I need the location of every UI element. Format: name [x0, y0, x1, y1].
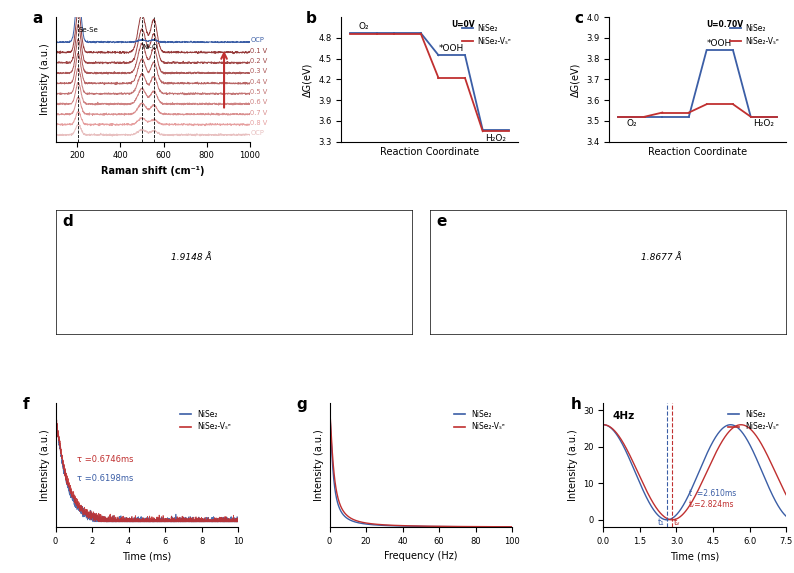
Legend: NiSe₂, NiSe₂-Vₛᵉ: NiSe₂, NiSe₂-Vₛᵉ [459, 21, 515, 49]
Legend: NiSe₂, NiSe₂-Vₛᵉ: NiSe₂, NiSe₂-Vₛᵉ [725, 407, 782, 434]
Text: a: a [33, 11, 43, 26]
Y-axis label: Intensity (a.u.): Intensity (a.u.) [40, 44, 50, 115]
Text: 0.3 V: 0.3 V [250, 68, 268, 74]
Text: 0.8 V: 0.8 V [250, 120, 268, 126]
Text: 0.5 V: 0.5 V [250, 89, 268, 95]
Legend: NiSe₂, NiSe₂-Vₛᵉ: NiSe₂, NiSe₂-Vₛᵉ [177, 407, 234, 434]
X-axis label: Time (ms): Time (ms) [670, 551, 719, 562]
Text: tᵥ: tᵥ [673, 519, 680, 527]
Text: 0.4 V: 0.4 V [250, 79, 268, 85]
Y-axis label: Intensity (a.u.): Intensity (a.u.) [40, 429, 50, 501]
Text: 1.8677 Å: 1.8677 Å [641, 253, 682, 262]
X-axis label: Reaction Coordinate: Reaction Coordinate [648, 147, 747, 157]
Text: O₂: O₂ [626, 119, 637, 128]
Text: τ =0.6746ms: τ =0.6746ms [78, 456, 134, 464]
Text: 0.6 V: 0.6 V [250, 99, 268, 105]
Text: 0.1 V: 0.1 V [250, 48, 268, 54]
Text: 1.9148 Å: 1.9148 Å [171, 253, 211, 262]
Text: Se-Se: Se-Se [79, 27, 98, 33]
Text: 0.2 V: 0.2 V [250, 58, 268, 64]
Y-axis label: Intensity (a.u.): Intensity (a.u.) [568, 429, 577, 501]
Text: tᵥ=2.824ms: tᵥ=2.824ms [688, 500, 734, 509]
X-axis label: Time (ms): Time (ms) [122, 551, 172, 562]
Text: 0.7 V: 0.7 V [250, 109, 268, 116]
Text: c: c [574, 11, 583, 26]
Text: t₁: t₁ [657, 519, 664, 527]
X-axis label: Raman shift (cm⁻¹): Raman shift (cm⁻¹) [101, 166, 205, 176]
Legend: NiSe₂, NiSe₂-Vₛᵉ: NiSe₂, NiSe₂-Vₛᵉ [727, 21, 782, 49]
Text: τ =0.6198ms: τ =0.6198ms [78, 474, 134, 482]
Text: Ni-O: Ni-O [142, 44, 157, 50]
Y-axis label: Intensity (a.u.): Intensity (a.u.) [314, 429, 324, 501]
X-axis label: Frequency (Hz): Frequency (Hz) [384, 551, 457, 562]
Text: d: d [63, 214, 74, 229]
Text: H₂O₂: H₂O₂ [485, 134, 507, 143]
Text: f: f [23, 397, 29, 411]
Y-axis label: ΔG(eV): ΔG(eV) [303, 62, 313, 97]
Y-axis label: ΔG(eV): ΔG(eV) [571, 62, 580, 97]
Text: *OOH: *OOH [439, 44, 464, 53]
Text: e: e [437, 214, 447, 229]
Text: b: b [306, 11, 317, 26]
Text: H₂O₂: H₂O₂ [754, 119, 774, 128]
Text: OCP: OCP [250, 130, 264, 136]
Text: *OOH: *OOH [707, 40, 732, 48]
Text: U=0V: U=0V [451, 19, 475, 29]
Text: h: h [571, 397, 581, 411]
Text: t  =2.610ms: t =2.610ms [688, 489, 736, 498]
Text: O₂: O₂ [358, 22, 368, 31]
Text: g: g [297, 397, 307, 411]
Text: OCP: OCP [250, 37, 264, 44]
X-axis label: Reaction Coordinate: Reaction Coordinate [380, 147, 480, 157]
Text: U=0.70V: U=0.70V [707, 19, 744, 29]
Text: 4Hz: 4Hz [613, 411, 635, 422]
Legend: NiSe₂, NiSe₂-Vₛᵉ: NiSe₂, NiSe₂-Vₛᵉ [451, 407, 508, 434]
